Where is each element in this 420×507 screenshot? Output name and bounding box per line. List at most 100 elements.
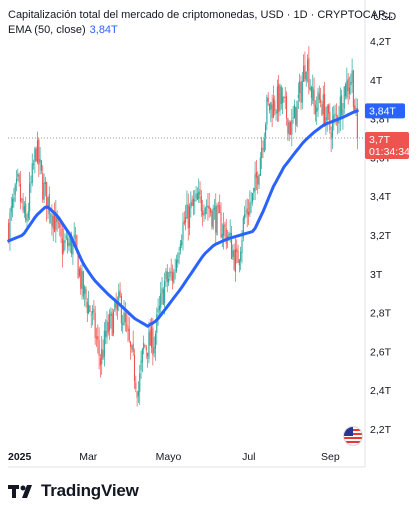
ema-price-tag: 3,84T — [365, 103, 405, 119]
candle-up — [342, 109, 344, 117]
candle-down — [82, 271, 84, 297]
tradingview-logo-icon — [8, 485, 32, 498]
candle-up — [240, 251, 242, 262]
candle-up — [44, 181, 46, 185]
candle-up — [189, 206, 191, 229]
candle-up — [175, 260, 177, 272]
candle-down — [97, 335, 99, 341]
candle-down — [262, 148, 264, 150]
last-price-tag-bg — [365, 132, 409, 159]
candle-down — [321, 104, 323, 116]
candle-down — [199, 189, 201, 195]
candle-down — [152, 328, 154, 356]
candle-up — [241, 239, 243, 254]
candle-down — [208, 206, 210, 210]
candle-down — [135, 382, 137, 390]
candle-up — [165, 270, 167, 280]
brand-name: TradingView — [41, 481, 139, 500]
candle-up — [154, 333, 157, 349]
candle-down — [111, 313, 113, 336]
price-axis-tick: 3,4T — [370, 191, 392, 203]
us-flag-icon[interactable] — [343, 426, 363, 446]
currency-label[interactable]: USD — [373, 11, 397, 23]
candle-down — [95, 336, 98, 339]
candle-down — [347, 78, 349, 92]
candle-up — [112, 311, 115, 334]
candle-down — [171, 272, 174, 281]
candle-up — [326, 105, 328, 121]
candle-down — [278, 84, 280, 112]
ema-legend[interactable]: EMA (50, close) 3,84T — [8, 24, 118, 36]
candle-down — [127, 325, 129, 332]
candle-down — [59, 222, 61, 228]
candle-up — [10, 206, 12, 213]
candle-up — [212, 208, 214, 228]
candle-up — [123, 312, 125, 325]
last-price-tag-label: 3,7T — [369, 134, 391, 146]
candle-up — [72, 239, 74, 255]
candle-down — [76, 235, 78, 252]
time-axis-tick: Jul — [242, 451, 255, 463]
candle-up — [160, 293, 162, 308]
candle-up — [116, 300, 119, 310]
candle-down — [93, 309, 95, 313]
price-axis-tick: 4T — [370, 75, 383, 87]
candle-down — [183, 220, 185, 224]
candle-down — [119, 290, 121, 297]
price-axis-tick: 4,2T — [370, 36, 392, 48]
candle-down — [230, 232, 233, 259]
candle-down — [162, 289, 164, 305]
candle-down — [71, 235, 73, 254]
candle-down — [211, 210, 213, 227]
candle-down — [77, 253, 79, 279]
candle-down — [202, 210, 204, 215]
candle-up — [34, 148, 36, 163]
candle-up — [52, 215, 54, 229]
candle-up — [301, 80, 303, 103]
candle-up — [137, 391, 139, 397]
candle-up — [156, 314, 158, 333]
candle-down — [209, 208, 212, 213]
candle-up — [148, 332, 150, 359]
candle-up — [13, 196, 15, 202]
candle-up — [291, 119, 293, 135]
candle-down — [51, 214, 53, 226]
candle-up — [348, 87, 351, 94]
candle-up — [181, 240, 183, 246]
candle-down — [246, 208, 248, 215]
candle-up — [234, 249, 236, 273]
candle-up — [157, 308, 159, 313]
ema-line — [7, 109, 359, 328]
candle-up — [73, 234, 75, 238]
tradingview-brand[interactable]: TradingView — [8, 481, 139, 501]
candle-down — [145, 347, 147, 351]
candle-down — [318, 93, 320, 100]
candle-up — [103, 330, 105, 357]
candle-down — [200, 196, 202, 211]
candle-down — [89, 305, 91, 313]
candle-down — [314, 105, 316, 115]
candle-up — [68, 242, 70, 247]
candle-up — [270, 102, 272, 110]
candle-down — [128, 328, 130, 341]
candle-down — [132, 343, 134, 353]
candle-up — [101, 348, 103, 365]
candle-up — [150, 326, 153, 348]
ema-legend-label: EMA (50, close) — [8, 24, 86, 36]
candle-down — [130, 342, 132, 347]
candle-up — [143, 342, 145, 350]
candle-down — [25, 203, 27, 221]
candle-down — [295, 106, 297, 125]
candle-up — [92, 310, 94, 314]
candle-down — [207, 205, 209, 209]
candle-down — [85, 289, 87, 300]
candle-up — [131, 345, 133, 350]
candle-up — [9, 212, 11, 241]
candle-up — [29, 183, 31, 212]
candle-up — [65, 236, 67, 238]
candle-up — [316, 107, 318, 112]
candle-down — [57, 222, 60, 224]
candle-down — [38, 139, 40, 165]
candle-down — [324, 93, 326, 126]
